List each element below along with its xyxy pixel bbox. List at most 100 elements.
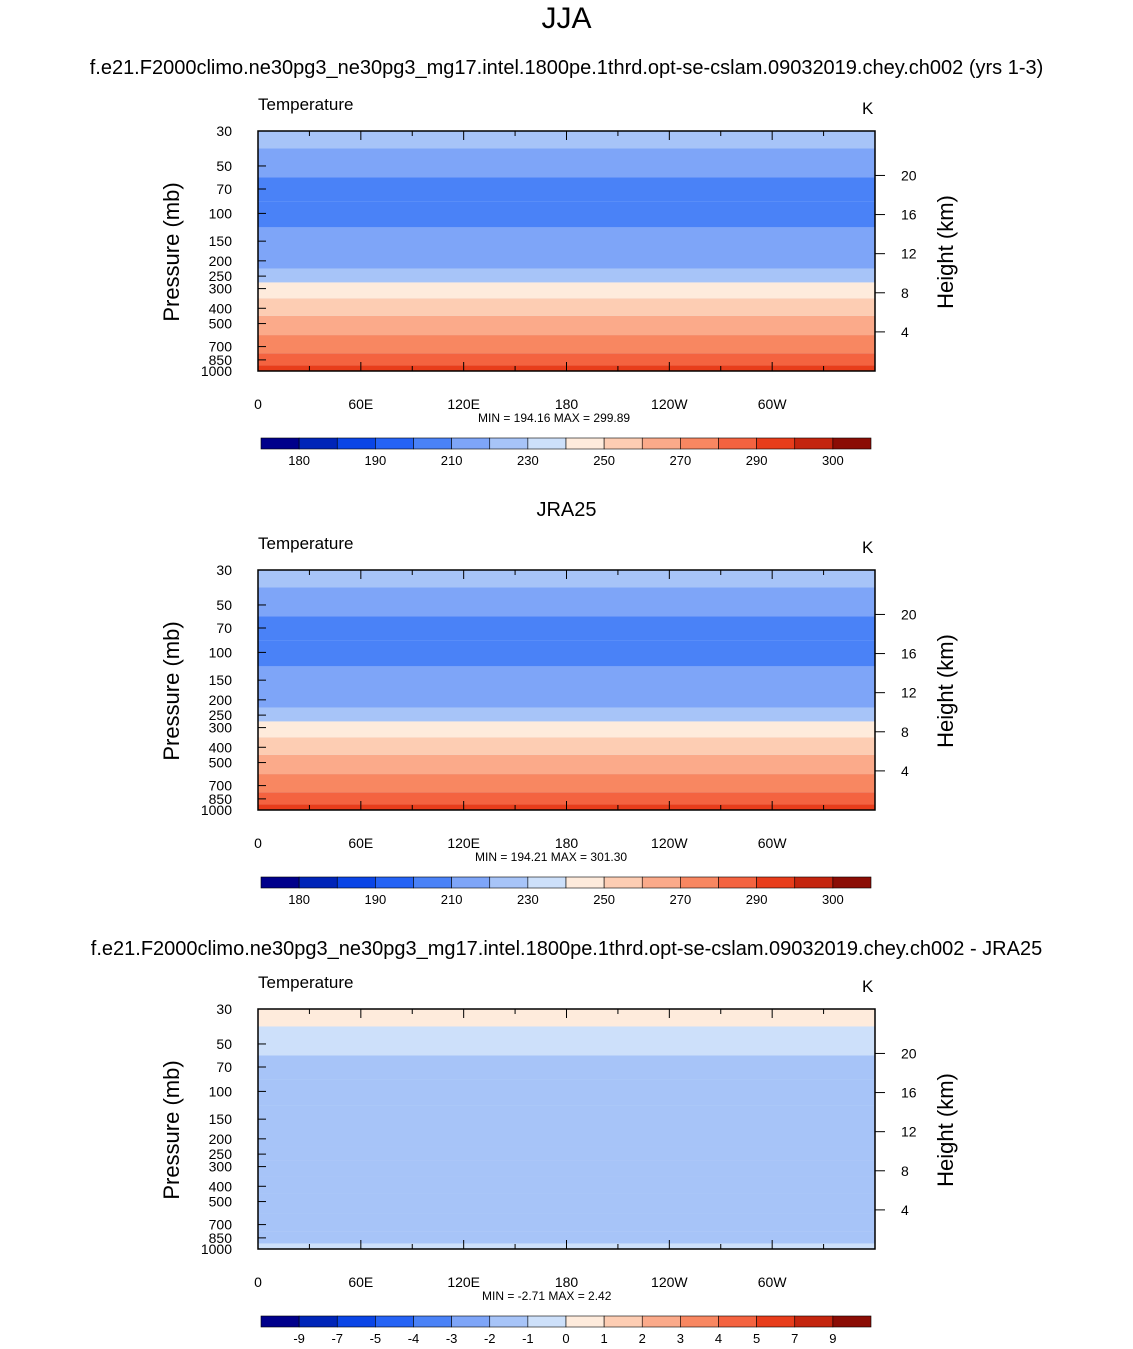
colorbar-label: 270: [670, 892, 692, 907]
contour-band: [258, 1193, 875, 1214]
contour-band: [258, 201, 875, 228]
height-tick-label: 8: [901, 1163, 909, 1179]
y-tick-label: 850: [209, 352, 233, 368]
colorbar-swatch: [680, 1315, 719, 1328]
colorbar-label: 290: [746, 453, 768, 468]
y-tick-label: 30: [216, 123, 232, 139]
colorbar-label: -3: [446, 1331, 458, 1346]
contour-band: [258, 148, 875, 178]
colorbar-swatch: [336, 1315, 376, 1328]
y-tick-label: 300: [209, 1159, 233, 1175]
contour-band: [258, 737, 875, 755]
colorbar-label: -1: [522, 1331, 534, 1346]
y-tick-label: 250: [209, 707, 233, 723]
panel-variable-label: Temperature: [258, 534, 354, 553]
x-tick-label: 120W: [651, 835, 688, 851]
contour-band: [258, 666, 875, 690]
y-tick-label: 850: [209, 1230, 233, 1246]
colorbar-label: 3: [677, 1331, 684, 1346]
panel-title-reference: JRA25: [536, 499, 597, 521]
y-tick-label: 200: [209, 1131, 233, 1147]
colorbar-swatch: [794, 1315, 834, 1328]
x-tick-label: 60W: [758, 396, 788, 412]
y-tick-label: 100: [209, 1083, 233, 1099]
height-tick-label: 16: [901, 1085, 917, 1101]
y-tick-label: 500: [209, 1194, 233, 1210]
colorbar-swatch: [832, 437, 872, 450]
y-tick-label: 400: [209, 739, 233, 755]
contour-band: [258, 335, 875, 354]
height-tick-label: 20: [901, 167, 917, 183]
colorbar-label: 250: [593, 453, 615, 468]
colorbar-label: 230: [517, 892, 539, 907]
y-tick-label: 500: [209, 316, 233, 332]
x-tick-label: 180: [555, 1274, 579, 1290]
panel-units-label: K: [862, 99, 874, 118]
contour-band: [258, 1129, 875, 1147]
colorbar-label: -9: [293, 1331, 305, 1346]
contour-band: [258, 1026, 875, 1056]
contour-band: [258, 707, 875, 722]
colorbar-label: 230: [517, 453, 539, 468]
colorbar-label: 300: [822, 453, 844, 468]
y-tick-label: 250: [209, 268, 233, 284]
colorbar-label: 210: [441, 453, 463, 468]
height-tick-label: 8: [901, 285, 909, 301]
contour-band: [258, 721, 875, 738]
y-tick-label: 400: [209, 300, 233, 316]
colorbar-swatch: [489, 1315, 529, 1328]
y-axis-title: Pressure (mb): [159, 1060, 184, 1200]
x-tick-label: 60E: [348, 835, 373, 851]
contour-band: [258, 587, 875, 617]
y-tick-label: 700: [209, 778, 233, 794]
contour-band: [258, 1146, 875, 1161]
y-tick-label: 250: [209, 1146, 233, 1162]
contour-band: [258, 1079, 875, 1106]
colorbar-label: 190: [365, 892, 387, 907]
y-tick-label: 300: [209, 720, 233, 736]
colorbar-label: 9: [829, 1331, 836, 1346]
colorbar-label: -2: [484, 1331, 496, 1346]
height-tick-label: 8: [901, 724, 909, 740]
contour-band: [258, 616, 875, 641]
main-title: JJA: [541, 2, 592, 35]
y-tick-label: 150: [209, 233, 233, 249]
x-tick-label: 0: [254, 1274, 262, 1290]
y-tick-label: 1000: [201, 802, 232, 818]
height-tick-label: 20: [901, 1045, 917, 1061]
colorbar-label: 180: [288, 892, 310, 907]
x-tick-label: 60E: [348, 396, 373, 412]
y-tick-label: 150: [209, 1111, 233, 1127]
colorbar-swatch: [832, 1315, 872, 1328]
height-tick-label: 4: [901, 763, 909, 779]
y-tick-label: 700: [209, 339, 233, 355]
y-tick-label: 50: [216, 158, 232, 174]
min-max-stats: MIN = 194.21 MAX = 301.30: [475, 850, 628, 864]
colorbar-swatch: [641, 1315, 681, 1328]
contour-band: [258, 177, 875, 202]
y-tick-label: 200: [209, 692, 233, 708]
colorbar-label: 5: [753, 1331, 760, 1346]
colorbar-label: 300: [822, 892, 844, 907]
contour-band: [258, 1231, 875, 1244]
min-max-stats: MIN = -2.71 MAX = 2.42: [482, 1289, 612, 1303]
contour-band: [258, 1160, 875, 1177]
y-tick-label: 400: [209, 1178, 233, 1194]
contour-band: [258, 1055, 875, 1080]
colorbar-label: 290: [746, 892, 768, 907]
contour-band: [258, 251, 875, 269]
x-tick-label: 120E: [447, 396, 480, 412]
y-axis-right-title: Height (km): [933, 1073, 958, 1187]
y-tick-label: 30: [216, 562, 232, 578]
colorbar-label: 250: [593, 892, 615, 907]
x-tick-label: 120E: [447, 835, 480, 851]
colorbar-swatch: [451, 1315, 491, 1328]
y-tick-label: 70: [216, 1059, 232, 1075]
x-tick-label: 120W: [651, 1274, 688, 1290]
contour-band: [258, 282, 875, 299]
height-tick-label: 4: [901, 324, 909, 340]
x-tick-label: 0: [254, 396, 262, 412]
x-tick-label: 60W: [758, 1274, 788, 1290]
x-tick-label: 180: [555, 396, 579, 412]
